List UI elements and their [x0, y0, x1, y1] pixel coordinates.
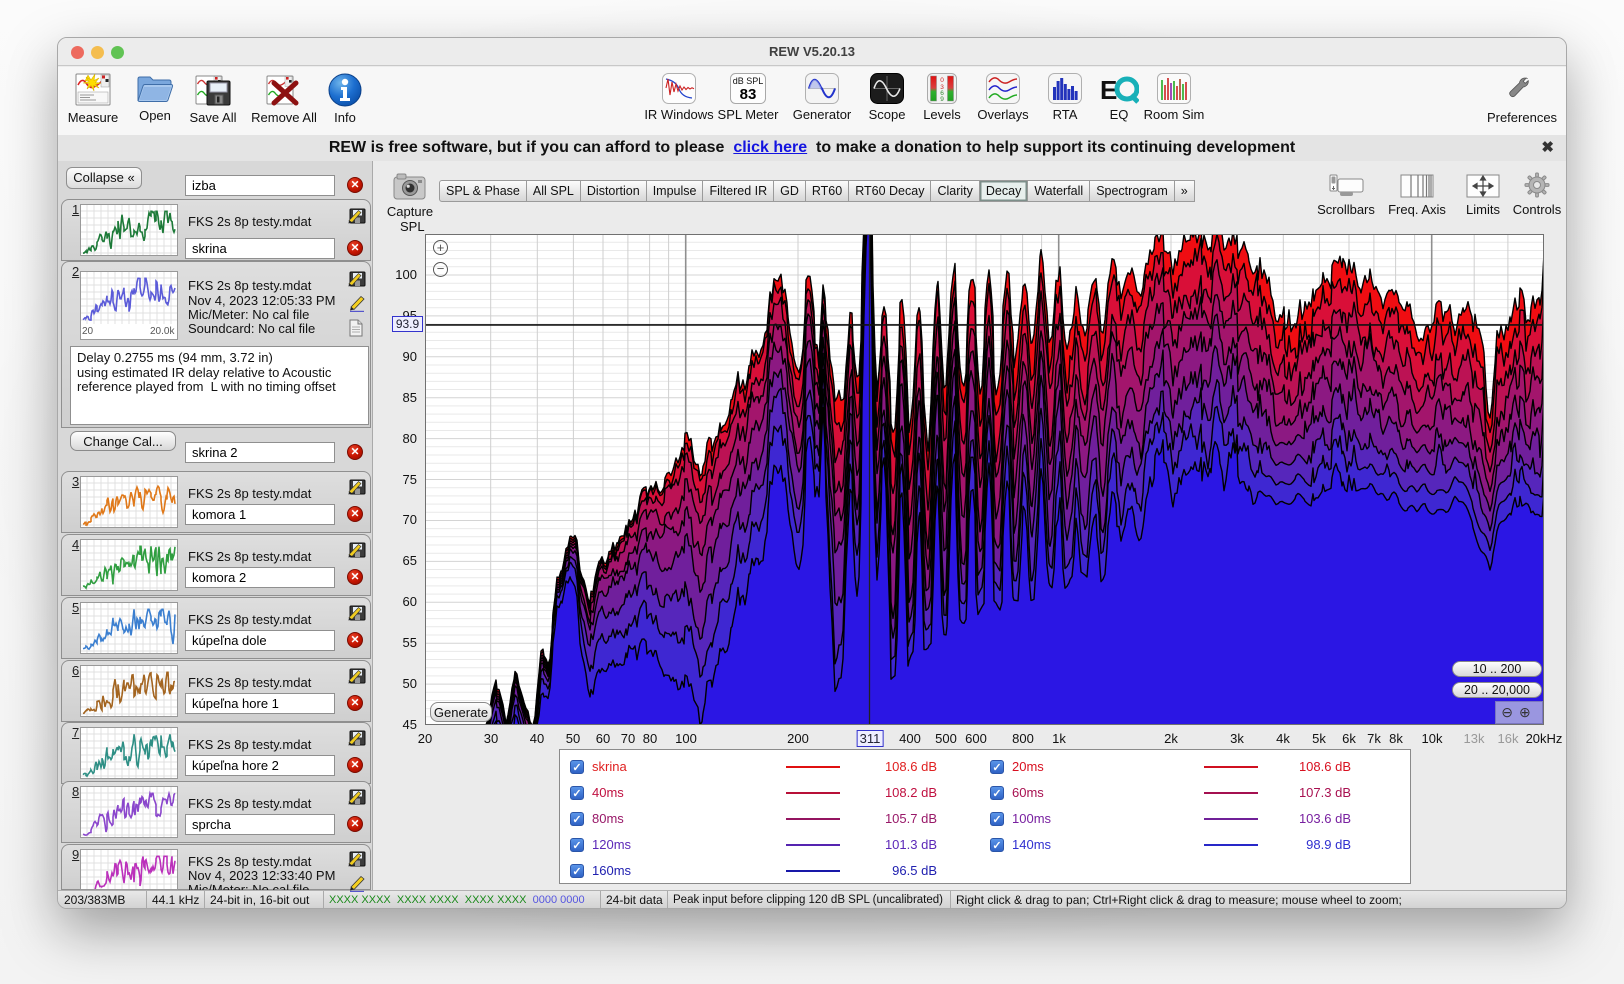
svg-text:9: 9 [940, 96, 944, 103]
svg-text:E: E [1100, 75, 1117, 104]
svg-text:3: 3 [940, 84, 944, 91]
svg-text:dB SPL: dB SPL [733, 76, 764, 86]
svg-text:6: 6 [940, 90, 944, 97]
svg-text:0: 0 [940, 77, 944, 84]
svg-text:83: 83 [740, 86, 757, 103]
